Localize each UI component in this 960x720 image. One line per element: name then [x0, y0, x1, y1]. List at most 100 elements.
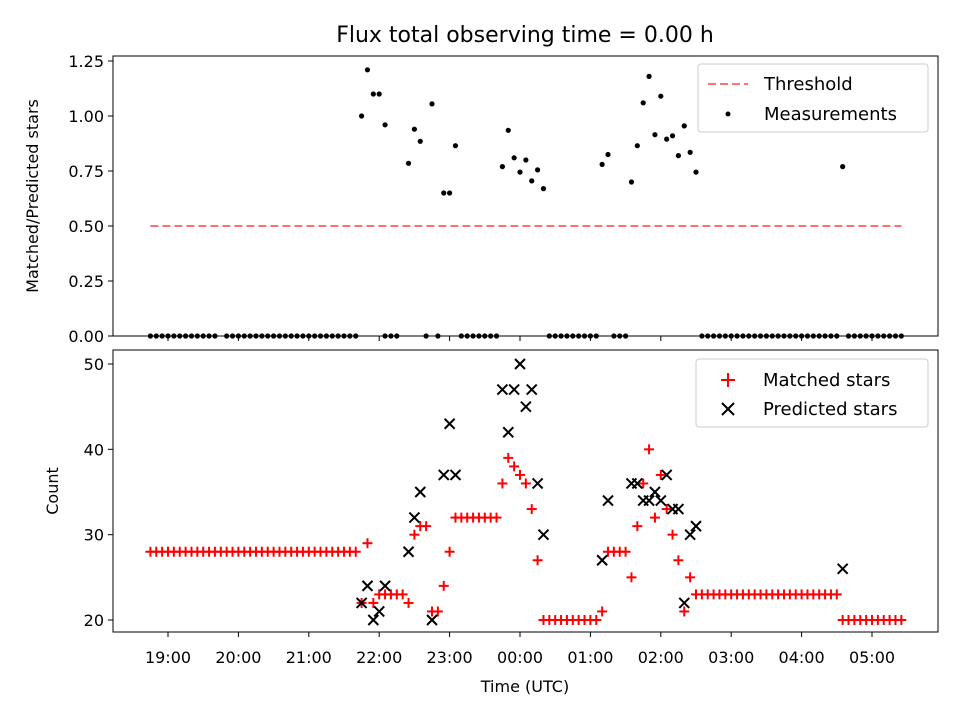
bottom-x-tick-label: 19:00: [145, 648, 191, 667]
predicted-marker-b: [373, 605, 385, 618]
predicted-star-point: [414, 486, 426, 498]
predicted-star-point: [672, 503, 685, 515]
matched-star-point: [597, 606, 608, 617]
predicted-star-point: [836, 563, 849, 575]
predicted-marker-b: [408, 511, 421, 524]
predicted-star-point: [520, 400, 532, 413]
measurement-point: [628, 179, 635, 185]
predicted-marker-b: [836, 563, 849, 575]
predicted-marker-b: [496, 383, 509, 396]
measurement-point: [535, 167, 541, 173]
matched-star-point: [649, 512, 660, 523]
matched-star-point: [503, 452, 514, 463]
measurement-point: [505, 127, 511, 133]
matched-star-point: [661, 504, 672, 515]
predicted-star-point: [502, 426, 514, 438]
measurement-point: [599, 161, 605, 167]
matched-star-point: [685, 572, 696, 583]
legend-measurements-marker: [725, 111, 731, 117]
measurement-point: [447, 190, 453, 196]
matched-star-point: [397, 589, 408, 600]
predicted-marker-b: [643, 494, 655, 507]
matched-star-point: [509, 461, 520, 472]
top-y-tick-label: 0.50: [68, 217, 104, 236]
bottom-x-tick-label: 01:00: [567, 648, 613, 667]
matched-star-point: [644, 444, 655, 455]
legend-predicted-label: Predicted stars: [763, 399, 897, 420]
predicted-marker-b: [690, 520, 702, 532]
predicted-marker-b: [402, 546, 415, 558]
x-axis-label: Time (UTC): [480, 677, 569, 696]
measurement-point: [640, 100, 646, 106]
legend-predicted-marker: [721, 402, 735, 416]
measurement-point: [675, 153, 682, 159]
bottom-y-tick-label: 50: [84, 355, 104, 374]
bottom-x-tick-label: 02:00: [638, 648, 684, 667]
legend-matched-label: Matched stars: [763, 370, 890, 391]
matched-star-point: [515, 469, 525, 480]
bottom-y-axis-label: Count: [43, 467, 62, 515]
measurement-point: [441, 190, 447, 196]
predicted-marker-b: [596, 554, 608, 566]
predicted-star-point: [678, 597, 690, 609]
matched-star-point: [655, 469, 666, 480]
matched-star-point: [444, 546, 455, 557]
legend-measurements-label: Measurements: [764, 104, 897, 125]
matched-star-point: [679, 606, 690, 617]
matched-star-point: [421, 521, 432, 532]
matched-star-point: [532, 555, 543, 566]
bottom-x-tick-label: 03:00: [708, 648, 754, 667]
bottom-panel: 20 30 40 50 19:00 20:00 21:00 22:00 23:00 00:00 0…: [43, 349, 939, 696]
top-y-tick-label: 0.25: [68, 272, 104, 291]
top-panel: 0.00 0.25 0.50 0.75 1.00 1.25 Matched/Predict…: [23, 52, 939, 346]
predicted-star-point: [526, 383, 538, 396]
predicted-star-point: [367, 614, 380, 626]
predicted-star-point: [631, 477, 644, 490]
bottom-legend: Matched stars Predicted stars: [695, 358, 929, 428]
measurement-point: [681, 123, 687, 129]
predicted-star-point: [355, 597, 368, 609]
matched-star-point: [362, 538, 373, 549]
matched-star-point: [368, 597, 379, 608]
top-y-tick-label: 1.00: [68, 107, 104, 126]
predicted-marker-b: [520, 400, 532, 413]
predicted-marker-b: [361, 580, 374, 592]
top-y-tick-label: 1.25: [68, 52, 104, 71]
predicted-marker-b: [379, 580, 391, 592]
predicted-star-point: [537, 528, 550, 541]
predicted-marker-b: [531, 477, 544, 490]
predicted-marker-b: [355, 597, 368, 609]
matched-star-point: [632, 521, 643, 532]
measurement-point: [529, 178, 535, 184]
predicted-star-point: [684, 528, 696, 541]
bottom-x-ticks: 19:00 20:00 21:00 22:00 23:00 00:00 01:00 02:00…: [145, 632, 895, 667]
measurement-point: [429, 101, 435, 107]
predicted-star-point: [361, 580, 374, 592]
predicted-marker-b: [660, 469, 673, 481]
matched-star-point: [831, 589, 842, 600]
measurement-point: [382, 122, 388, 128]
matched-star-point: [350, 546, 361, 557]
predicted-marker-b: [367, 614, 380, 626]
measurement-point: [634, 143, 640, 149]
predicted-marker-b: [649, 486, 661, 498]
measurement-point: [364, 67, 371, 73]
measurement-point: [687, 149, 693, 155]
measurement-point: [417, 138, 423, 144]
bottom-x-tick-label: 22:00: [356, 648, 402, 667]
matched-star-point: [403, 597, 414, 608]
top-y-tick-label: 0.75: [68, 162, 104, 181]
predicted-star-point: [643, 494, 655, 507]
predicted-marker-b: [684, 528, 696, 541]
matched-star-point: [526, 504, 537, 515]
matched-star-point: [491, 512, 502, 523]
measurement-point: [658, 93, 664, 99]
predicted-marker-b: [526, 383, 538, 396]
measurement-point: [646, 73, 652, 79]
matched-star-point: [667, 529, 678, 540]
predicted-marker-b: [537, 528, 550, 541]
bottom-x-tick-label: 04:00: [779, 648, 825, 667]
measurement-point: [499, 164, 505, 170]
bottom-axes-frame: [112, 349, 939, 633]
